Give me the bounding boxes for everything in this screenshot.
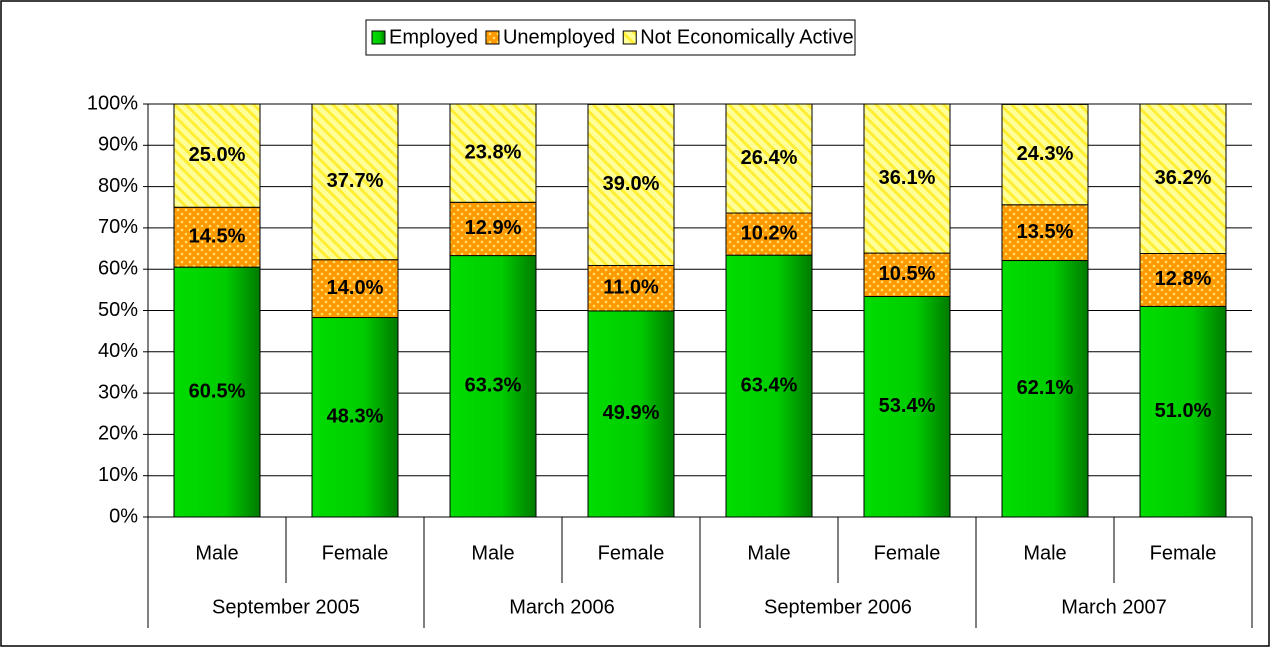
bar-segment [311,259,399,319]
y-tick-label: 30% [98,381,138,403]
value-label: 11.0% [603,276,659,298]
bar-segment [449,103,537,203]
bar-segment [1001,260,1089,518]
legend: Employed Unemployed Not Economically Activ… [371,26,854,48]
legend-swatch [371,30,386,45]
value-label: 48.3% [327,406,384,428]
value-label: 63.3% [465,375,522,397]
bar-segment [587,264,675,312]
value-label: 13.5% [1017,221,1074,243]
bar-segment [1139,253,1227,307]
value-label: 14.5% [189,225,246,247]
value-label: 60.5% [189,380,246,402]
legend-box [365,19,856,56]
x-tick-label: Male [471,542,514,564]
bar-segment [449,255,537,518]
group-label: March 2006 [509,596,615,618]
value-label: 12.8% [1155,268,1212,290]
bar-segment [173,266,261,518]
bar-segment [311,103,399,261]
value-label: 24.3% [1017,143,1074,165]
y-tick-label: 70% [98,216,138,238]
bar-segment [725,103,813,214]
bar-segment [863,103,951,254]
value-label: 25.0% [189,144,246,166]
x-tick-label: Female [322,542,389,564]
y-tick-label: 90% [98,134,138,156]
value-label: 49.9% [603,402,660,424]
x-tick-label: Male [195,542,238,564]
legend-swatch [485,30,500,45]
x-tick-label: Male [747,542,790,564]
value-label: 26.4% [741,147,798,169]
group-label: September 2005 [212,596,360,618]
bar-segment [173,103,261,208]
y-tick-label: 0% [109,505,138,527]
bar-segment [863,295,951,518]
bar-segment [1001,204,1089,262]
x-tick-label: Female [598,542,665,564]
value-label: 39.0% [603,173,660,195]
legend-label: Not Economically Active [640,26,853,48]
group-label: March 2007 [1061,596,1167,618]
legend-label: Unemployed [503,26,615,48]
value-label: 62.1% [1017,377,1074,399]
x-tick-label: Female [1150,542,1217,564]
value-label: 36.1% [879,167,936,189]
value-label: 63.4% [741,374,798,396]
x-tick-label: Female [874,542,941,564]
bar-segment [1139,305,1227,518]
value-label: 12.9% [465,217,522,239]
group-label: September 2006 [764,596,912,618]
bar-segment [311,317,399,518]
value-label: 37.7% [327,170,384,192]
bar-segment [1001,103,1089,206]
value-label: 10.5% [879,263,936,285]
y-tick-label: 10% [98,464,138,486]
y-tick-label: 50% [98,299,138,321]
bar-segment [449,201,537,257]
bar-segment [587,103,675,266]
value-label: 36.2% [1155,167,1212,189]
y-tick-label: 40% [98,340,138,362]
value-label: 14.0% [327,277,384,299]
bar-segment [863,252,951,297]
bar-segment [1139,103,1227,255]
value-label: 53.4% [879,395,936,417]
value-label: 10.2% [741,222,798,244]
bar-segment [173,206,261,268]
y-tick-label: 60% [98,257,138,279]
value-label: 51.0% [1155,400,1212,422]
legend-label: Employed [389,26,478,48]
x-tick-label: Male [1023,542,1066,564]
value-label: 23.8% [465,141,522,163]
y-tick-label: 20% [98,423,138,445]
legend-swatch [622,30,637,45]
y-tick-label: 80% [98,175,138,197]
y-tick-label: 100% [87,92,138,114]
